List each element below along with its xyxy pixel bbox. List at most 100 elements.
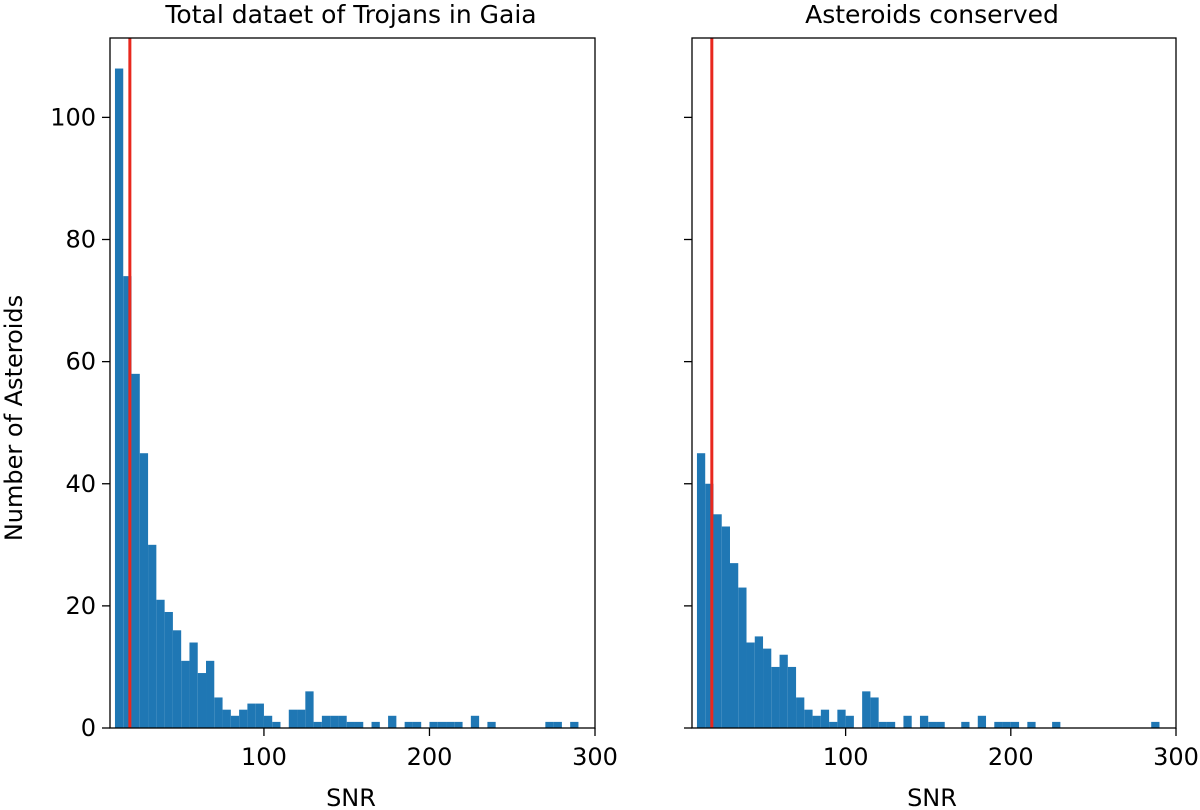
y-axis-ticks: 0 20 40 60 80 100 — [50, 103, 110, 742]
x-tick-label: 200 — [407, 743, 453, 771]
histogram-bar — [870, 697, 879, 728]
y-axis-label: Number of Asteroids — [0, 295, 28, 541]
histogram-bar — [239, 709, 248, 728]
x-tick-label: 100 — [823, 743, 869, 771]
histogram-bar — [230, 715, 240, 728]
histogram-bar — [829, 721, 838, 728]
histogram-bar — [197, 673, 207, 728]
histogram-bar — [313, 721, 322, 728]
histogram-bar — [297, 709, 306, 728]
histogram-bar — [263, 715, 273, 728]
histogram-bar — [346, 721, 355, 728]
histogram-bars — [696, 453, 1160, 728]
panel-asteroids-conserved: Asteroids conserved 100 200 300 SNR — [684, 0, 1199, 810]
histogram-bar — [746, 642, 755, 728]
histogram-bar — [247, 703, 256, 728]
y-tick-label: 0 — [81, 714, 96, 742]
histogram-bar — [1027, 721, 1036, 728]
panel-title: Total dataet of Trojans in Gaia — [164, 0, 536, 29]
histogram-bar — [878, 721, 887, 728]
histogram-bar — [412, 721, 422, 728]
histogram-bar — [771, 666, 780, 728]
histogram-bar — [804, 709, 813, 728]
histogram-bar — [862, 691, 871, 728]
panel-total-dataset: Total dataet of Trojans in Gaia 0 20 40 60 8… — [50, 0, 618, 810]
histogram-bar — [222, 709, 231, 728]
panel-title: Asteroids conserved — [805, 0, 1059, 29]
histogram-bar — [189, 642, 198, 728]
histogram-bar — [936, 721, 945, 728]
plot-frame — [691, 37, 1177, 729]
histogram-bar — [903, 715, 912, 728]
histogram-bar — [729, 563, 739, 728]
histogram-bar — [754, 636, 764, 728]
histogram-bars — [114, 68, 579, 728]
histogram-bar — [354, 721, 364, 728]
histogram-bar — [172, 630, 182, 728]
x-tick-label: 100 — [241, 743, 287, 771]
x-tick-label: 300 — [572, 743, 618, 771]
histogram-bar — [123, 276, 132, 728]
histogram-bar — [553, 721, 562, 728]
histogram-bar — [545, 721, 554, 728]
histogram-bar — [919, 715, 929, 728]
histogram-bar — [454, 721, 463, 728]
y-tick-label: 40 — [65, 470, 96, 498]
histogram-bar — [1151, 721, 1160, 728]
histogram-bar — [721, 526, 730, 728]
histogram-bar — [272, 721, 281, 728]
histogram-bar — [429, 721, 438, 728]
histogram-bar — [812, 715, 821, 728]
x-axis-ticks: 100 200 300 — [241, 728, 618, 771]
histogram-bar — [487, 721, 496, 728]
histogram-bar — [763, 648, 772, 728]
histogram-bar — [255, 703, 264, 728]
histogram-bar — [837, 709, 846, 728]
histogram-bar — [1002, 721, 1011, 728]
histogram-bar — [961, 721, 970, 728]
x-axis-ticks: 100 200 300 — [823, 728, 1199, 771]
histogram-bar — [1010, 721, 1020, 728]
x-axis-label: SNR — [907, 784, 957, 810]
histogram-bar — [738, 587, 747, 728]
histogram-bar — [371, 721, 380, 728]
histogram-bar — [470, 715, 480, 728]
x-tick-label: 200 — [988, 743, 1034, 771]
histogram-bar — [206, 660, 215, 728]
histogram-bar — [156, 599, 165, 728]
histogram-bar — [796, 697, 805, 728]
histogram-bar — [886, 721, 896, 728]
plot-frame — [109, 37, 596, 729]
histogram-bar — [139, 453, 149, 728]
y-axis-ticks — [684, 116, 692, 729]
histogram-bar — [696, 453, 706, 728]
histogram-bar — [977, 715, 987, 728]
histogram-bar — [131, 373, 140, 728]
histogram-bar — [713, 514, 722, 728]
histogram-bar — [820, 709, 830, 728]
histogram-bar — [338, 715, 347, 728]
histogram-bar — [446, 721, 455, 728]
histogram-bar — [388, 715, 397, 728]
histogram-bar — [321, 715, 331, 728]
y-tick-label: 80 — [65, 226, 96, 254]
histogram-bar — [181, 660, 190, 728]
histogram-bar — [570, 721, 579, 728]
histogram-bar — [148, 544, 157, 728]
y-tick-label: 60 — [65, 348, 96, 376]
histogram-bar — [705, 483, 714, 728]
histogram-bar — [114, 68, 124, 728]
y-tick-label: 20 — [65, 592, 96, 620]
histogram-bar — [779, 654, 788, 728]
histogram-bar — [288, 709, 298, 728]
x-tick-label: 300 — [1153, 743, 1199, 771]
histogram-bar — [994, 721, 1003, 728]
histogram-bar — [164, 611, 173, 728]
histogram-bar — [845, 715, 854, 728]
x-axis-label: SNR — [326, 784, 376, 810]
histogram-bar — [305, 691, 314, 728]
histogram-bar — [787, 666, 797, 728]
histogram-bar — [928, 721, 937, 728]
histogram-bar — [437, 721, 447, 728]
histogram-bar — [404, 721, 413, 728]
